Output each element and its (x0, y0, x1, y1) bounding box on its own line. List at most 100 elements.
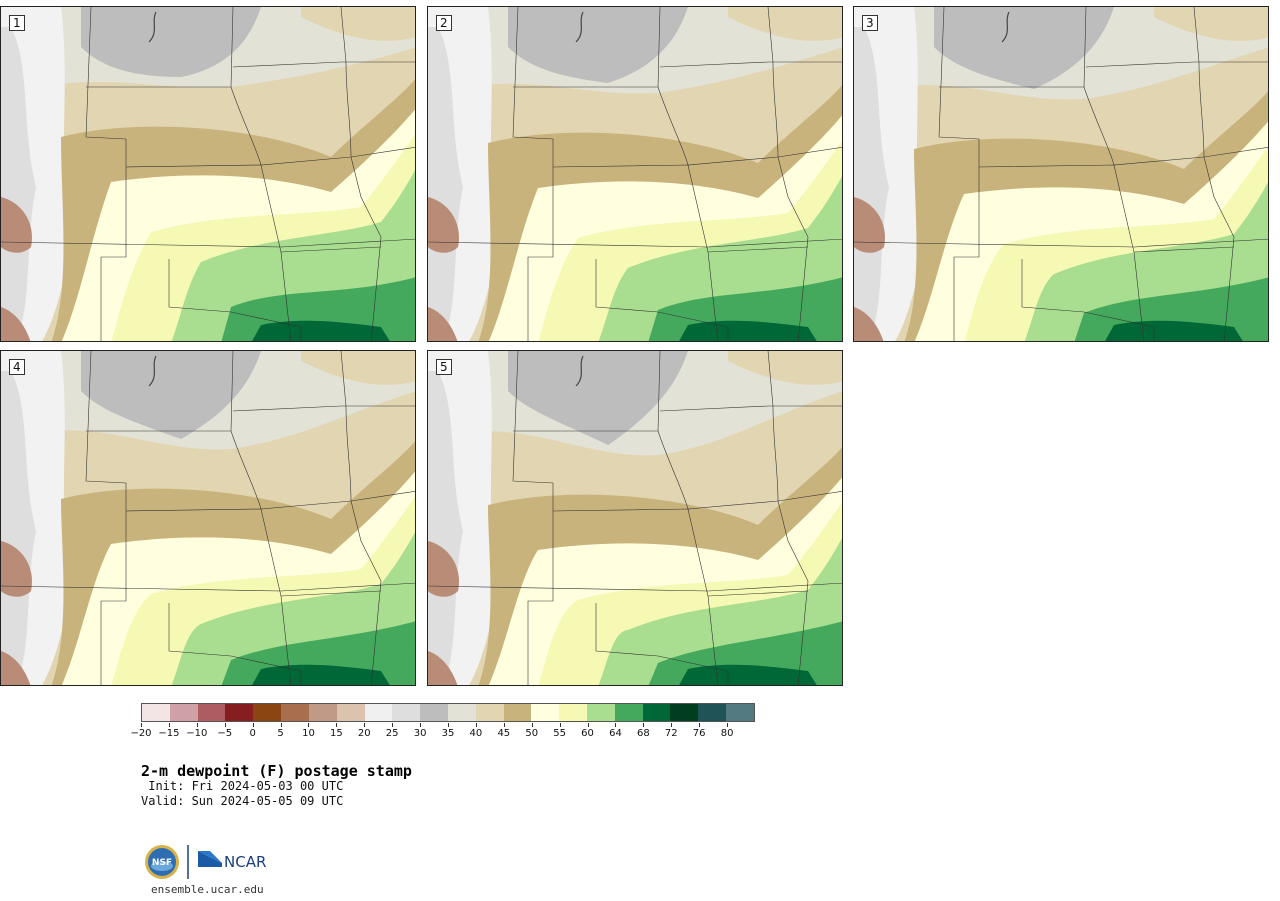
lake-outline (148, 11, 157, 43)
colorbar-tick-label: 30 (413, 728, 427, 739)
tan-northeast (728, 351, 842, 385)
colorbar-swatch (559, 704, 587, 721)
colorbar-tick (475, 723, 477, 727)
state-border (168, 603, 302, 672)
colorbar-tick-label: 40 (469, 728, 483, 739)
colorbar-tick (336, 723, 338, 727)
svg-text:NSF: NSF (152, 858, 172, 868)
dewpoint-map-1 (1, 7, 415, 341)
colorbar-tick-label: 0 (249, 728, 256, 739)
low-dewpoint-southwest (854, 307, 884, 341)
tan-northeast (1154, 7, 1268, 41)
valid-time: Valid: Sun 2024-05-05 09 UTC (141, 794, 344, 808)
gray-area (508, 7, 688, 83)
colorbar-swatch (670, 704, 699, 721)
state-border (938, 7, 980, 341)
colorbar-swatch (364, 704, 393, 721)
dewpoint-map-2 (428, 7, 842, 341)
colorbar-tick (559, 723, 561, 727)
colorbar-swatch (225, 704, 254, 721)
band-68 (252, 664, 390, 685)
colorbar-swatch (503, 704, 532, 721)
lake-outline (148, 355, 157, 387)
state-border (767, 351, 809, 685)
colorbar-swatch (531, 704, 560, 721)
colorbar-swatch (281, 704, 309, 721)
map-panel-5: 5 (427, 350, 843, 686)
colorbar-tick-label: −15 (158, 728, 180, 739)
colorbar-tick (252, 723, 254, 727)
gray-area (934, 7, 1114, 89)
colorbar-swatch (475, 704, 504, 721)
colorbar-tick (699, 723, 701, 727)
low-dewpoint-west (428, 197, 459, 253)
colorbar-swatch (420, 704, 448, 721)
state-border (552, 508, 719, 685)
state-border (85, 351, 127, 685)
state-border (1021, 259, 1155, 328)
colorbar-tick-label: 80 (720, 728, 734, 739)
colorbar-tick (392, 723, 394, 727)
lake-outline (1001, 11, 1010, 43)
state-border (707, 246, 809, 253)
colorbar-tick (448, 723, 449, 727)
low-dewpoint-west (1, 541, 32, 597)
colorbar-tick (196, 723, 198, 727)
colorbar-swatch (726, 704, 754, 721)
state-border (280, 246, 382, 253)
map-panel-2: 2 (427, 6, 843, 342)
colorbar-tick-label: 10 (302, 728, 315, 739)
state-border (595, 603, 729, 672)
nsf-logo-icon: NSF (145, 845, 179, 879)
colorbar-tick-label: 35 (441, 728, 455, 739)
state-border (854, 238, 1268, 248)
state-border (657, 86, 842, 166)
state-border (428, 238, 842, 248)
colorbar-tick (280, 723, 282, 727)
band-68 (679, 320, 817, 341)
colorbar-tick-label: 20 (357, 728, 371, 739)
colorbar-tick-label: 45 (497, 728, 511, 739)
tan-northeast (728, 7, 842, 41)
ncar-logo-icon: NCAR (198, 851, 266, 871)
colorbar-tick (615, 723, 617, 727)
colorbar-tick-label: 50 (525, 728, 539, 739)
state-border (125, 508, 292, 685)
low-dewpoint-west (428, 541, 459, 597)
colorbar-tick-label: 55 (553, 728, 566, 739)
colorbar-tick-label: −20 (130, 728, 152, 739)
state-border (1, 238, 415, 248)
colorbar (141, 703, 755, 722)
colorbar-swatch (614, 704, 643, 721)
colorbar-swatch (698, 704, 727, 721)
colorbar-tick (168, 723, 170, 727)
map-panel-3: 3 (853, 6, 1269, 342)
nsf-ncar-logo: NSF NCAR (145, 845, 266, 879)
mountains-west-inner (1, 27, 36, 327)
low-dewpoint-west (854, 197, 885, 253)
colorbar-tick (224, 723, 226, 727)
state-border (340, 351, 382, 685)
low-dewpoint-southwest (1, 307, 31, 341)
state-border (978, 164, 1145, 341)
dewpoint-map-3 (854, 7, 1268, 341)
colorbar-swatch (197, 704, 226, 721)
colorbar-tick (308, 723, 310, 727)
colorbar-swatch (392, 704, 421, 721)
state-border (512, 351, 554, 685)
state-border (230, 86, 415, 166)
state-border (1133, 246, 1235, 253)
colorbar-swatch (169, 704, 198, 721)
colorbar-tick (141, 723, 142, 727)
init-time: Init: Fri 2024-05-03 00 UTC (141, 779, 344, 793)
panel-number-4: 4 (9, 359, 25, 375)
colorbar-tick (420, 723, 422, 727)
low-dewpoint-southwest (428, 307, 458, 341)
state-border (595, 259, 729, 328)
state-border (232, 405, 415, 412)
site-url: ensemble.ucar.edu (151, 883, 264, 896)
mountains-west-inner (428, 27, 463, 327)
panel-number-1: 1 (9, 15, 25, 31)
state-border (657, 430, 842, 510)
state-border (707, 590, 809, 597)
